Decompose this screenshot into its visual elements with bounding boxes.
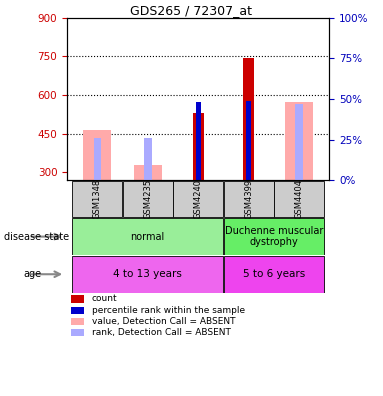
FancyBboxPatch shape xyxy=(173,181,223,217)
Text: count: count xyxy=(92,295,118,303)
Text: disease state: disease state xyxy=(4,232,69,242)
Text: GSM4399: GSM4399 xyxy=(244,179,253,219)
FancyBboxPatch shape xyxy=(123,181,173,217)
FancyBboxPatch shape xyxy=(274,181,324,217)
FancyBboxPatch shape xyxy=(72,256,223,293)
Text: Duchenne muscular
dystrophy: Duchenne muscular dystrophy xyxy=(225,226,323,248)
FancyBboxPatch shape xyxy=(224,218,324,255)
Text: GSM4404: GSM4404 xyxy=(295,179,304,219)
Text: GDS265 / 72307_at: GDS265 / 72307_at xyxy=(131,4,252,17)
Text: 4 to 13 years: 4 to 13 years xyxy=(113,269,182,279)
Bar xyxy=(196,102,201,180)
Bar xyxy=(295,104,303,180)
Bar xyxy=(243,58,254,180)
Text: percentile rank within the sample: percentile rank within the sample xyxy=(92,306,245,314)
Bar xyxy=(193,113,204,180)
FancyBboxPatch shape xyxy=(224,181,273,217)
FancyBboxPatch shape xyxy=(224,256,324,293)
FancyBboxPatch shape xyxy=(72,218,223,255)
FancyBboxPatch shape xyxy=(72,181,122,217)
Text: value, Detection Call = ABSENT: value, Detection Call = ABSENT xyxy=(92,317,236,326)
Text: rank, Detection Call = ABSENT: rank, Detection Call = ABSENT xyxy=(92,328,231,337)
Bar xyxy=(93,138,101,180)
Text: GSM1348: GSM1348 xyxy=(93,179,102,219)
Bar xyxy=(134,165,162,180)
Text: GSM4235: GSM4235 xyxy=(143,179,152,219)
Text: GSM4240: GSM4240 xyxy=(194,179,203,219)
Text: normal: normal xyxy=(131,232,165,242)
Text: 5 to 6 years: 5 to 6 years xyxy=(243,269,305,279)
Text: age: age xyxy=(23,269,41,279)
Bar xyxy=(285,102,313,180)
Bar xyxy=(83,130,111,180)
Bar xyxy=(246,101,251,180)
Bar xyxy=(144,138,152,180)
